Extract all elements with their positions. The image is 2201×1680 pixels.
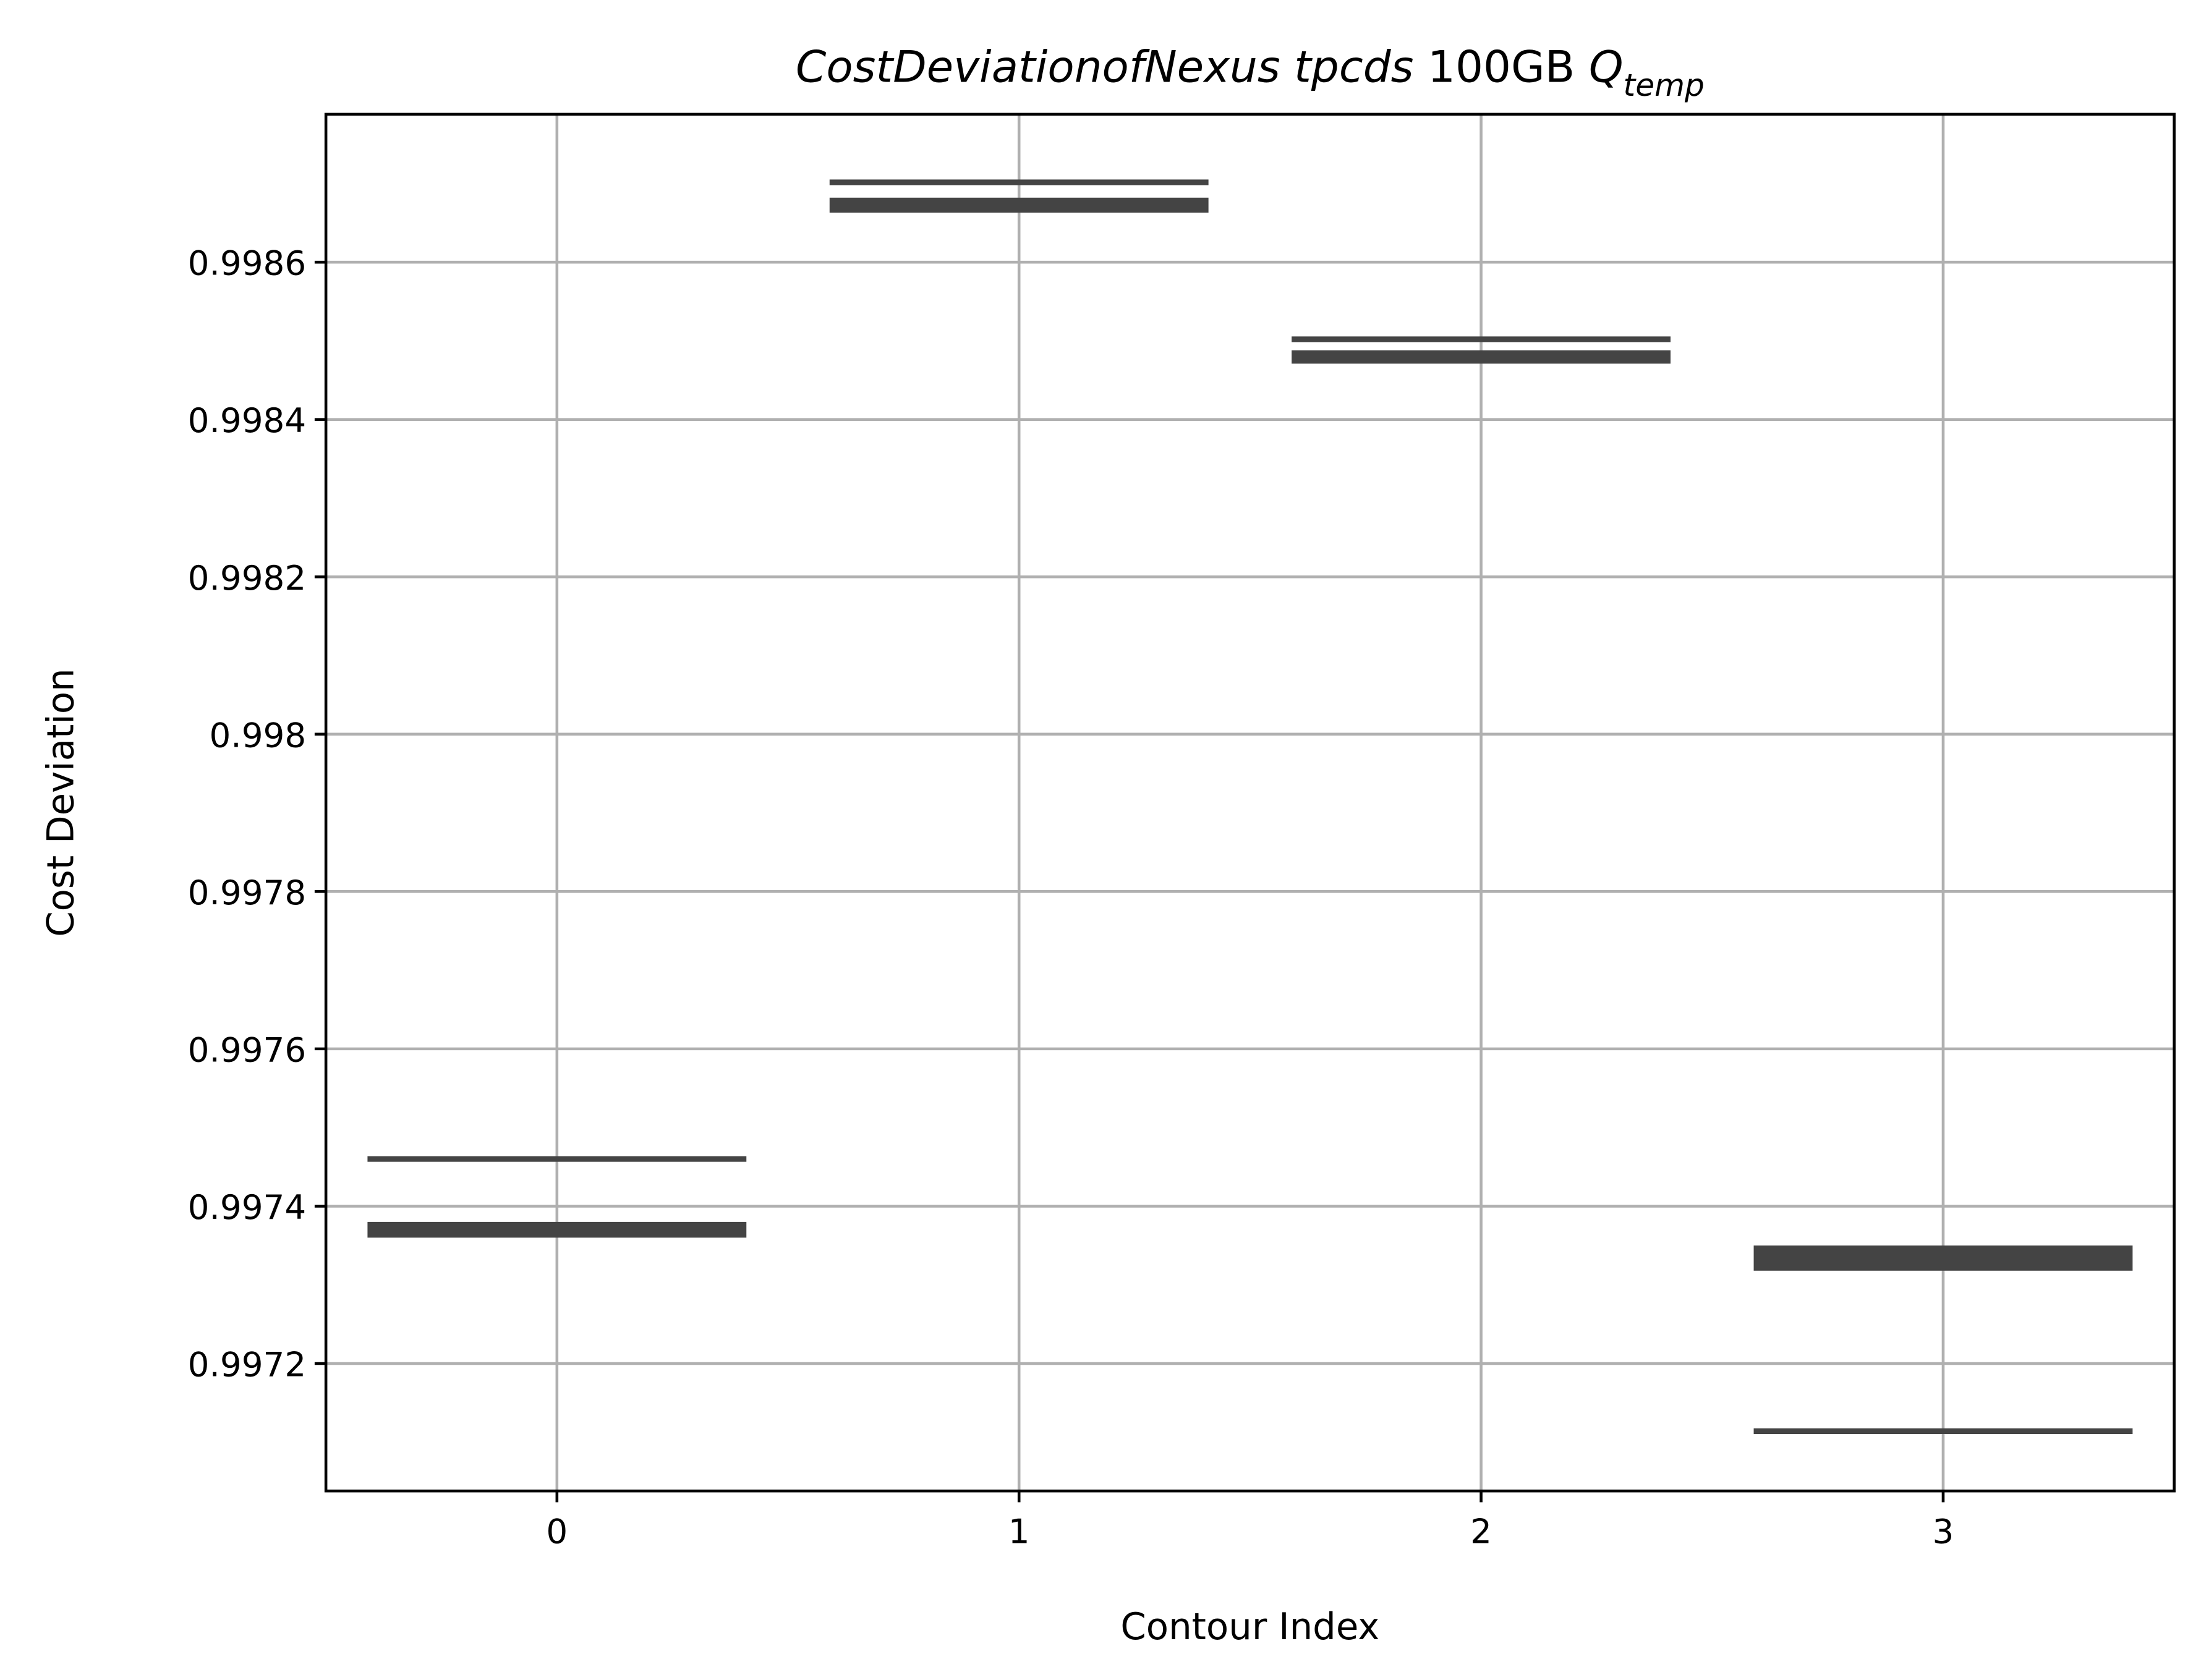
y-tick-label: 0.998 [209,715,306,755]
title-subscript: temp [1624,67,1705,103]
y-tick-label: 0.9982 [188,558,307,598]
title-part: Q [1589,41,1624,92]
title-part: 100GB [1428,41,1575,92]
band [1292,336,1671,342]
x-axis-label: Contour Index [1120,1605,1379,1648]
band [1753,1245,2133,1271]
x-tick-label: 3 [1933,1512,1954,1551]
y-tick-label: 0.9986 [188,244,307,283]
y-tick-label: 0.9976 [188,1030,307,1069]
band [1753,1428,2133,1435]
y-tick-label: 0.9972 [188,1345,307,1385]
y-axis-label: Cost Deviation [40,668,82,937]
plot-frame [324,112,2176,1493]
band [367,1221,747,1238]
y-tick-label: 0.9984 [188,401,307,440]
band [367,1156,747,1162]
y-tick-label: 0.9978 [188,873,307,912]
band [829,179,1209,185]
x-tick-label: 0 [546,1512,568,1551]
title-part: CostDeviationofNexus tpcds [796,41,1414,92]
chart-title: CostDeviationofNexus tpcds 100GB Qtemp [796,41,1705,103]
y-tick-label: 0.9974 [188,1187,307,1227]
band [1292,350,1671,364]
x-tick-label: 1 [1008,1512,1030,1551]
x-tick-label: 2 [1470,1512,1492,1551]
band [829,197,1209,213]
